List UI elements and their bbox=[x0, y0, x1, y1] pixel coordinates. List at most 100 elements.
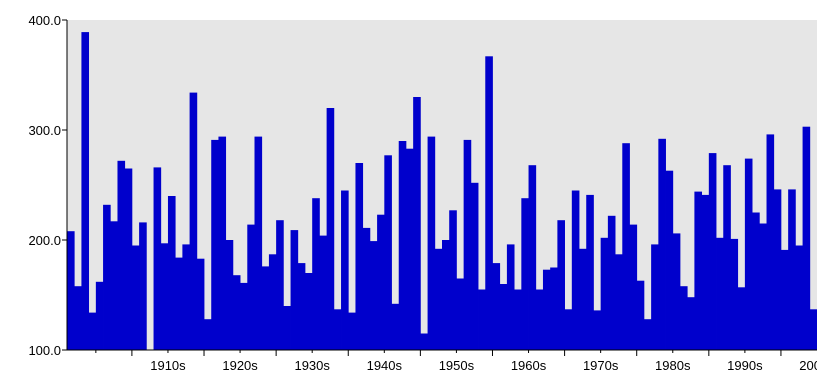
bar-1994 bbox=[737, 287, 746, 350]
bar-1980 bbox=[636, 280, 645, 350]
bar-1958 bbox=[478, 289, 486, 350]
bar-2003 bbox=[802, 126, 811, 350]
bar-1972 bbox=[579, 248, 587, 350]
bar-1953 bbox=[442, 240, 450, 350]
x-axis: 1910s 1920s 1930s 1940s 1950s 1960s 1970s 1980s… bbox=[67, 349, 817, 373]
bar-1947 bbox=[398, 141, 407, 350]
x-tick-label: 1980s bbox=[655, 358, 691, 373]
bar-1977 bbox=[615, 254, 623, 350]
y-tick-label: 100.0 bbox=[28, 343, 61, 358]
bar-1956 bbox=[463, 139, 472, 350]
bar-1911 bbox=[139, 222, 147, 350]
bar-1903 bbox=[81, 32, 90, 350]
bar-1925 bbox=[240, 282, 248, 350]
bar-1989 bbox=[701, 194, 710, 350]
bar-1978 bbox=[622, 143, 630, 350]
bar-1946 bbox=[391, 303, 400, 350]
bar-1959 bbox=[485, 56, 493, 351]
bar-1982 bbox=[651, 244, 659, 350]
bar-1984 bbox=[665, 170, 674, 350]
x-tick-label: 1970s bbox=[583, 358, 619, 373]
bar-1936 bbox=[319, 235, 328, 350]
x-tick-label: 1930s bbox=[294, 358, 330, 373]
bar-1960 bbox=[492, 263, 501, 350]
bar-1986 bbox=[679, 286, 688, 350]
bar-1923 bbox=[225, 240, 234, 350]
bar-1975 bbox=[600, 237, 609, 350]
bar-2001 bbox=[788, 189, 796, 350]
bar-1997 bbox=[759, 223, 767, 350]
bar-1996 bbox=[752, 212, 760, 350]
bar-1992 bbox=[723, 165, 731, 350]
bar-1909 bbox=[124, 168, 133, 350]
bar-1971 bbox=[571, 190, 580, 350]
x-tick-label: 1960s bbox=[511, 358, 547, 373]
y-tick-label: 300.0 bbox=[28, 123, 61, 138]
bar-1969 bbox=[557, 220, 565, 350]
x-tick-label: 1920s bbox=[222, 358, 258, 373]
bar-1927 bbox=[254, 136, 263, 350]
bar-1995 bbox=[744, 158, 753, 350]
bar-1961 bbox=[499, 284, 508, 350]
x-tick-label: 1910s bbox=[150, 358, 186, 373]
y-tick-label: 200.0 bbox=[28, 233, 61, 248]
x-tick-label: 1990s bbox=[727, 358, 763, 373]
bar-1963 bbox=[514, 289, 522, 350]
bar-1906 bbox=[103, 204, 111, 350]
bar-1938 bbox=[333, 309, 342, 350]
bar-1901 bbox=[67, 231, 75, 350]
bar-1907 bbox=[110, 221, 118, 350]
bar-1985 bbox=[672, 233, 681, 350]
bar-1942 bbox=[362, 227, 371, 350]
bar-1914 bbox=[160, 243, 169, 350]
bar-1940 bbox=[348, 312, 356, 350]
bar-1931 bbox=[283, 306, 291, 350]
bar-1922 bbox=[218, 136, 227, 350]
bar-1957 bbox=[470, 182, 479, 350]
bar-1933 bbox=[297, 263, 306, 350]
bar-1902 bbox=[74, 286, 82, 350]
bar-1950 bbox=[420, 333, 428, 350]
bar-1968 bbox=[550, 267, 558, 350]
bar-1920 bbox=[204, 319, 212, 350]
bar-1970 bbox=[564, 309, 573, 350]
bar-1983 bbox=[658, 138, 666, 350]
bar-series bbox=[67, 32, 817, 351]
bar-1955 bbox=[456, 278, 465, 350]
bar-1944 bbox=[377, 214, 385, 350]
bar-1926 bbox=[247, 224, 255, 350]
bar-1967 bbox=[542, 269, 551, 350]
bar-1973 bbox=[586, 194, 594, 350]
bar-1987 bbox=[687, 297, 695, 350]
bar-1954 bbox=[449, 210, 457, 350]
bar-1929 bbox=[268, 254, 277, 350]
y-axis: 100.0 200.0 300.0 400.0 bbox=[28, 13, 68, 358]
bar-1924 bbox=[232, 275, 241, 350]
bar-1998 bbox=[766, 134, 775, 350]
bar-1945 bbox=[384, 155, 392, 350]
y-tick-label: 400.0 bbox=[28, 13, 61, 28]
bar-1928 bbox=[261, 266, 270, 350]
x-tick-label: 1950s bbox=[439, 358, 475, 373]
bar-1939 bbox=[341, 190, 349, 350]
bar-1981 bbox=[643, 319, 652, 350]
bar-1908 bbox=[117, 160, 126, 350]
bar-1918 bbox=[189, 92, 198, 350]
bar-1916 bbox=[175, 257, 183, 350]
bar-1934 bbox=[304, 273, 313, 350]
bar-1965 bbox=[528, 165, 537, 350]
bar-2002 bbox=[795, 245, 803, 350]
bar-1932 bbox=[290, 230, 299, 350]
bar-1935 bbox=[312, 198, 320, 350]
bar-1921 bbox=[211, 139, 219, 350]
bar-1999 bbox=[773, 189, 782, 350]
bar-1930 bbox=[276, 220, 284, 350]
bar-1988 bbox=[694, 191, 703, 350]
bar-1991 bbox=[716, 237, 724, 350]
bar-1949 bbox=[413, 97, 421, 350]
bar-2004 bbox=[809, 309, 817, 350]
bar-1943 bbox=[369, 241, 378, 350]
bar-1915 bbox=[167, 196, 176, 350]
x-tick-label: 2000s bbox=[799, 358, 817, 373]
